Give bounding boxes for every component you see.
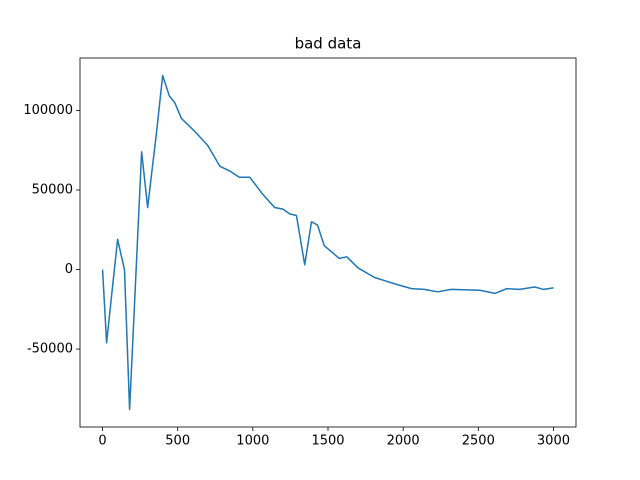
x-tick-label: 2500 [462,434,495,449]
y-tick-label: 0 [65,262,73,277]
x-tick-label: 3000 [537,434,570,449]
plot-frame [79,57,577,428]
x-tick-label: 1000 [236,434,269,449]
y-tick-label: 100000 [23,103,73,118]
y-tick-label: -50000 [27,342,73,357]
y-tick-label: 50000 [32,183,73,198]
x-tick-label: 2000 [387,434,420,449]
x-tick-label: 500 [165,434,190,449]
line-series [101,74,554,411]
x-tick-label: 0 [98,434,106,449]
chart-title: bad data [295,35,362,53]
x-tick-label: 1500 [311,434,344,449]
